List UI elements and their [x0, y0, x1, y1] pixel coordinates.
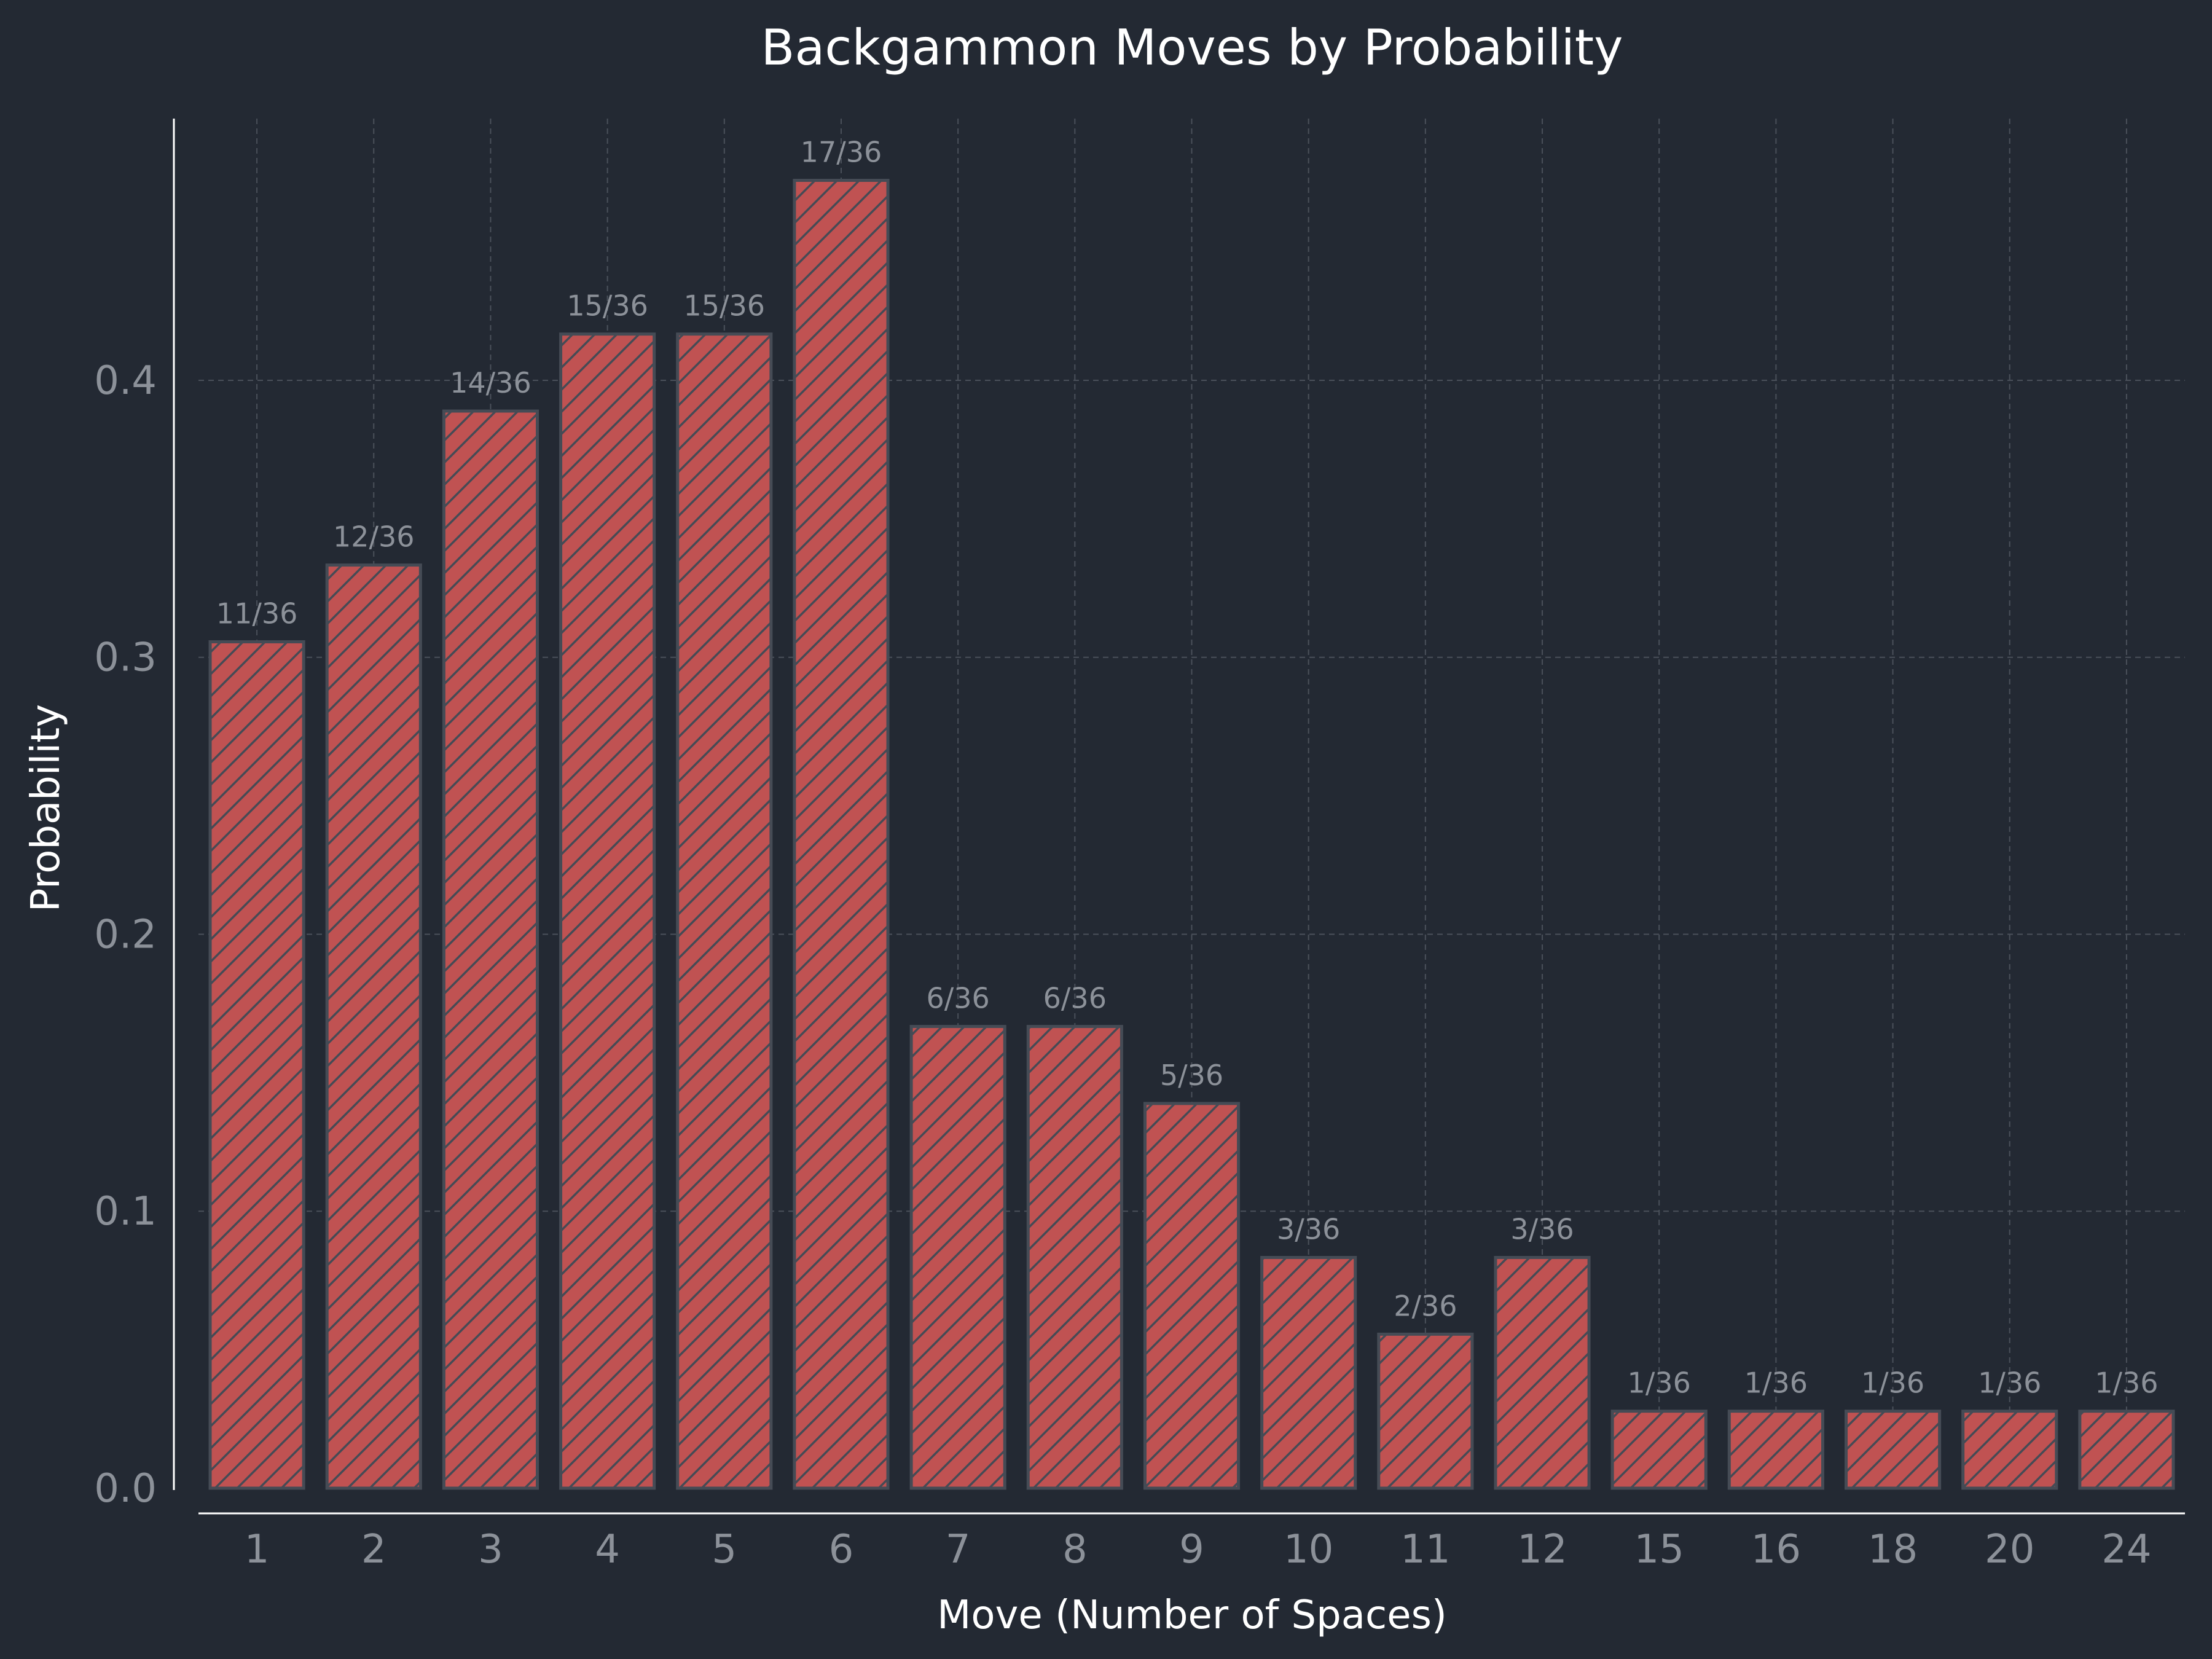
- bar-value-label: 1/36: [1628, 1367, 1691, 1400]
- bar: [1026, 1025, 1123, 1490]
- x-tick-label: 1: [245, 1527, 270, 1572]
- x-axis-ticks: 1 2 3 4 5 6 7 8 9 10 11 12 15 16 18 20 24: [245, 1527, 2152, 1572]
- bar-value-label: 14/36: [450, 366, 531, 399]
- y-tick-label: 0.0: [94, 1466, 157, 1512]
- x-axis-label: Move (Number of Spaces): [937, 1593, 1447, 1638]
- bar-hatch: [1844, 1410, 1942, 1490]
- x-tick-label: 24: [2101, 1527, 2151, 1572]
- bar: [208, 640, 305, 1490]
- bar-value-label: 1/36: [2095, 1367, 2158, 1400]
- bar-value-label: 12/36: [333, 520, 415, 554]
- bar-hatch: [1610, 1410, 1708, 1490]
- bar-value-label: 3/36: [1510, 1213, 1574, 1246]
- chart-title: Backgammon Moves by Probability: [761, 19, 1623, 76]
- bar-hatch: [208, 640, 305, 1490]
- x-tick-label: 8: [1062, 1527, 1088, 1572]
- bar-hatch: [1143, 1102, 1241, 1490]
- bar-hatch: [1727, 1410, 1824, 1490]
- bar-hatch: [676, 332, 773, 1490]
- bar: [1260, 1256, 1357, 1490]
- bar-value-label: 3/36: [1277, 1213, 1340, 1246]
- bar-hatch: [442, 409, 539, 1490]
- bar: [2078, 1410, 2175, 1490]
- bar-hatch: [1961, 1410, 2058, 1490]
- bar: [1727, 1410, 1824, 1490]
- bar: [1494, 1256, 1591, 1490]
- bar-hatch: [1494, 1256, 1591, 1490]
- bar-value-label: 1/36: [1978, 1367, 2041, 1400]
- x-tick-label: 9: [1179, 1527, 1204, 1572]
- bar-value-label: 17/36: [801, 136, 882, 169]
- bar-value-label: 1/36: [1744, 1367, 1808, 1400]
- bar: [1143, 1102, 1241, 1490]
- x-tick-label: 3: [478, 1527, 503, 1572]
- bar-value-label: 15/36: [567, 289, 648, 323]
- x-tick-label: 15: [1634, 1527, 1684, 1572]
- x-tick-label: 12: [1517, 1527, 1567, 1572]
- bar-hatch: [559, 332, 656, 1490]
- bar-hatch: [1260, 1256, 1357, 1490]
- bar-hatch: [2078, 1410, 2175, 1490]
- x-tick-label: 5: [712, 1527, 737, 1572]
- bar: [793, 179, 890, 1490]
- y-axis-ticks: 0.0 0.1 0.2 0.3 0.4: [94, 358, 157, 1512]
- bar-hatch: [325, 563, 422, 1490]
- data-labels: 11/36 12/36 14/36 15/36 15/36 17/36 6/36 6/36 5/…: [216, 136, 2159, 1400]
- bar-value-label: 11/36: [216, 597, 298, 630]
- bar-hatch: [1026, 1025, 1123, 1490]
- bar-value-label: 15/36: [684, 289, 766, 323]
- y-axis-label: Probability: [23, 704, 69, 912]
- bar: [1961, 1410, 2058, 1490]
- y-tick-label: 0.2: [94, 912, 157, 957]
- x-tick-label: 7: [946, 1527, 971, 1572]
- x-tick-label: 2: [361, 1527, 386, 1572]
- x-tick-label: 11: [1400, 1527, 1450, 1572]
- bar-value-label: 6/36: [926, 982, 989, 1015]
- bar-hatch: [793, 179, 890, 1490]
- bars: [208, 179, 2175, 1490]
- bar: [676, 332, 773, 1490]
- bar: [1610, 1410, 1708, 1490]
- x-tick-label: 4: [595, 1527, 620, 1572]
- bar: [325, 563, 422, 1490]
- bar: [909, 1025, 1006, 1490]
- bar: [1844, 1410, 1942, 1490]
- x-tick-label: 6: [829, 1527, 854, 1572]
- bar: [442, 409, 539, 1490]
- bar: [1377, 1332, 1474, 1490]
- y-tick-label: 0.3: [94, 635, 157, 681]
- x-tick-label: 16: [1751, 1527, 1801, 1572]
- bar-value-label: 5/36: [1160, 1059, 1223, 1092]
- x-tick-label: 20: [1985, 1527, 2034, 1572]
- bar-value-label: 2/36: [1394, 1289, 1457, 1322]
- bar-value-label: 6/36: [1043, 982, 1107, 1015]
- bar: [559, 332, 656, 1490]
- bar-hatch: [1377, 1332, 1474, 1490]
- x-tick-label: 18: [1868, 1527, 1918, 1572]
- x-tick-label: 10: [1284, 1527, 1333, 1572]
- y-tick-label: 0.4: [94, 358, 157, 404]
- bar-hatch: [909, 1025, 1006, 1490]
- y-tick-label: 0.1: [94, 1189, 157, 1234]
- bar-value-label: 1/36: [1861, 1367, 1924, 1400]
